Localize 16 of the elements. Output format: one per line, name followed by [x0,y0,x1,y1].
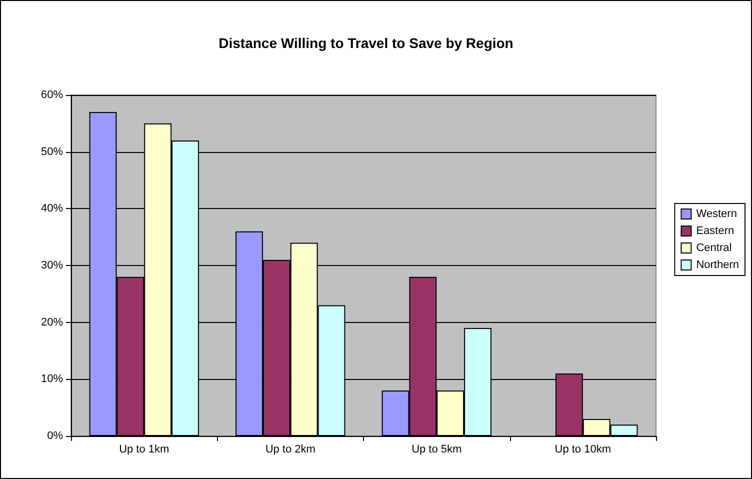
y-tick-label: 10% [40,373,64,386]
y-tick-label: 50% [40,146,64,158]
legend-label: Eastern [696,225,734,237]
y-tick-label: 60% [40,89,64,101]
x-tick-label: Up to 10km [554,444,611,456]
chart-title: Distance Willing to Travel to Save by Region [218,35,514,51]
y-tick-label: 0% [47,430,64,442]
legend-label: Central [696,242,732,254]
y-tick-label: 40% [40,202,64,215]
legend-label: Western [696,208,737,220]
y-tick-label: 20% [40,316,64,328]
legend-label: Northern [696,259,739,271]
x-tick-label: Up to 2km [265,444,316,456]
x-tick-label: Up to 5km [412,444,462,456]
y-tick-label: 30% [40,260,64,272]
x-tick-label: Up to 1km [119,444,170,456]
